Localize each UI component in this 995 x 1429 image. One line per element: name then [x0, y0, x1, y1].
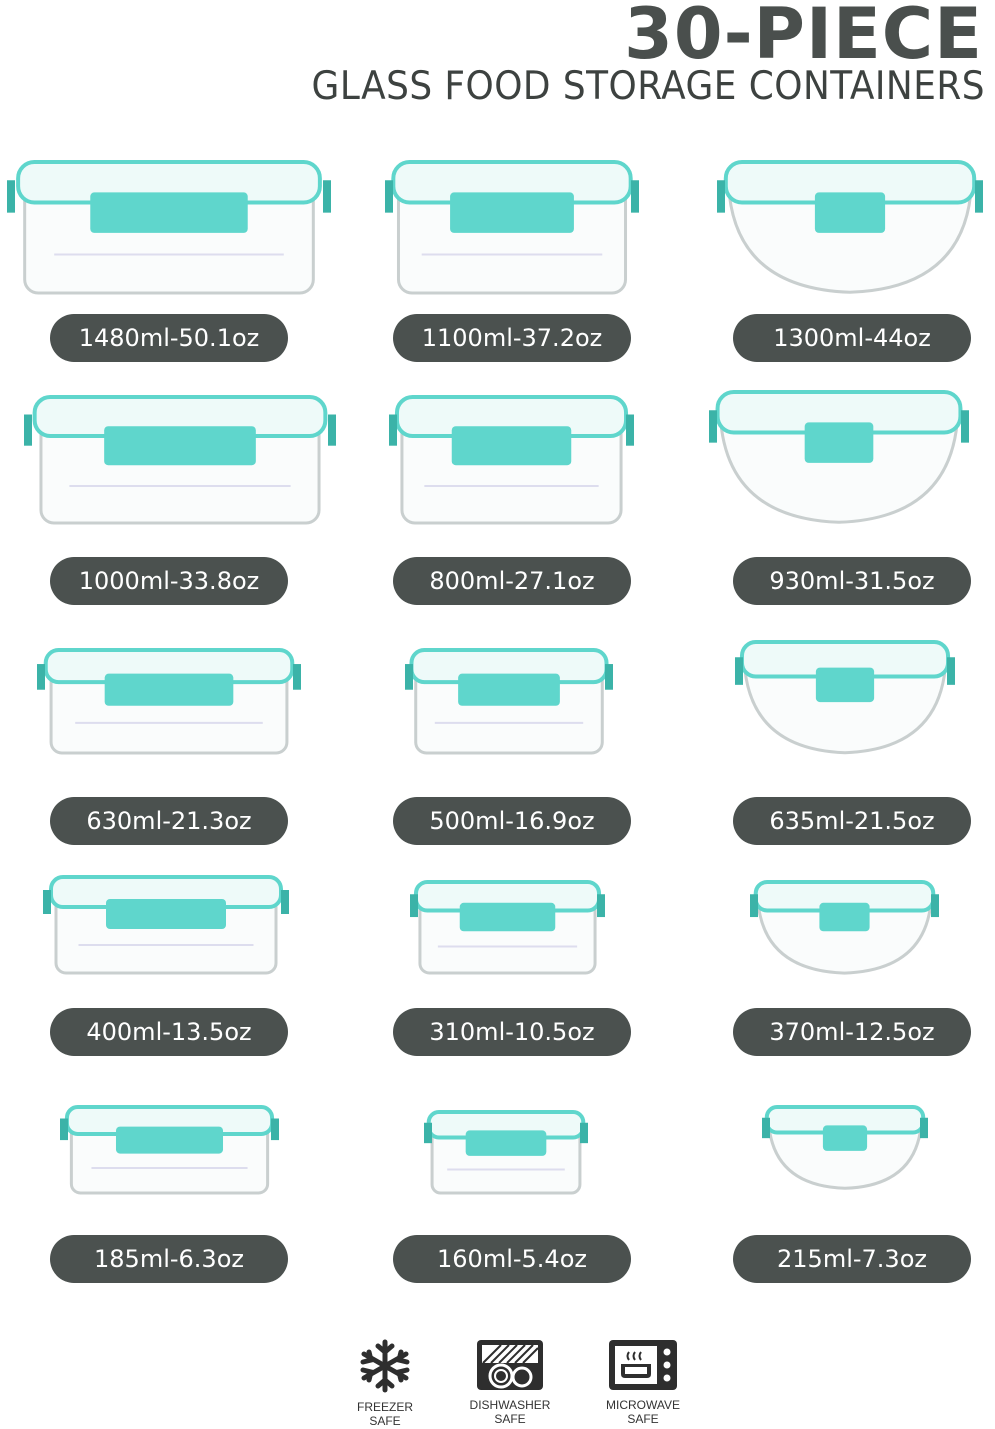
side-clip [762, 1117, 770, 1139]
side-clip [920, 1117, 928, 1139]
capacity-label: 310ml-10.5oz [393, 1008, 631, 1056]
container-rectangle [41, 875, 291, 975]
capacity-label: 1100ml-37.2oz [393, 314, 631, 362]
latch-tab [104, 673, 234, 706]
side-clip [7, 180, 15, 213]
side-clip [405, 664, 413, 690]
capacity-label: 1300ml-44oz [733, 314, 971, 362]
side-clip [605, 664, 613, 690]
snowflake-icon [360, 1339, 410, 1393]
microwave-icon [609, 1340, 677, 1390]
capacity-label: 635ml-21.5oz [733, 797, 971, 845]
capacity-label: 400ml-13.5oz [50, 1008, 288, 1056]
capacity-label: 800ml-27.1oz [393, 557, 631, 605]
side-clip [709, 410, 717, 443]
latch-tab [458, 673, 560, 706]
latch-tab [814, 192, 886, 233]
capacity-label: 370ml-12.5oz [733, 1008, 971, 1056]
dishwasher-icon [477, 1340, 543, 1390]
side-clip [281, 890, 289, 914]
side-clip [947, 657, 955, 685]
latch-tab [90, 192, 248, 233]
capacity-label: 1000ml-33.8oz [50, 557, 288, 605]
container-image [37, 648, 301, 755]
side-clip [410, 894, 418, 918]
side-clip [385, 180, 393, 213]
latch-tab [104, 426, 256, 466]
capacity-label: 215ml-7.3oz [733, 1235, 971, 1283]
side-clip [717, 180, 725, 213]
latch-tab [450, 192, 574, 233]
microwave-safe-badge: MICROWAVE SAFE [588, 1338, 698, 1426]
latch-tab [451, 426, 572, 466]
side-clip [293, 664, 301, 690]
container-rectangle [58, 1105, 281, 1195]
side-clip [626, 414, 634, 446]
capacity-label: 500ml-16.9oz [393, 797, 631, 845]
side-clip [389, 414, 397, 446]
side-clip [597, 894, 605, 918]
side-clip [43, 890, 51, 914]
side-clip [424, 1122, 432, 1144]
side-clip [37, 664, 45, 690]
container-image [717, 160, 983, 294]
capacity-label: 160ml-5.4oz [393, 1235, 631, 1283]
container-square [422, 1110, 590, 1195]
side-clip [750, 894, 758, 918]
page-subtitle: GLASS FOOD STORAGE CONTAINERS [311, 64, 985, 109]
container-round [760, 1105, 930, 1190]
container-rectangle [5, 160, 333, 295]
latch-tab [804, 422, 874, 463]
container-image [709, 390, 969, 524]
side-clip [631, 180, 639, 213]
container-image [24, 395, 336, 525]
latch-tab [815, 667, 875, 703]
container-square [403, 648, 615, 755]
container-round [748, 880, 941, 975]
container-rectangle [35, 648, 303, 755]
container-image [389, 395, 634, 525]
container-image [424, 1110, 588, 1195]
latch-tab [465, 1130, 547, 1156]
side-clip [323, 180, 331, 213]
container-image [43, 875, 289, 975]
latch-tab [459, 902, 556, 932]
container-image [750, 880, 939, 975]
side-clip [271, 1118, 279, 1141]
capacity-label: 930ml-31.5oz [733, 557, 971, 605]
side-clip [931, 894, 939, 918]
latch-tab [822, 1125, 868, 1151]
capacity-label: 630ml-21.3oz [50, 797, 288, 845]
side-clip [975, 180, 983, 213]
container-image [7, 160, 331, 295]
latch-tab [106, 899, 226, 929]
container-round [733, 640, 957, 755]
side-clip [735, 657, 743, 685]
container-image [735, 640, 955, 755]
freezer-safe-badge: FREEZER SAFE [330, 1338, 440, 1428]
capacity-label: 185ml-6.3oz [50, 1235, 288, 1283]
container-image [405, 648, 613, 755]
container-rectangle [22, 395, 338, 525]
container-image [60, 1105, 279, 1195]
container-image [385, 160, 639, 295]
capacity-label: 1480ml-50.1oz [50, 314, 288, 362]
container-round [715, 160, 985, 295]
latch-tab [115, 1126, 224, 1154]
side-clip [24, 414, 32, 446]
container-image [410, 880, 605, 975]
page-title: 30-PIECE [624, 0, 983, 75]
side-clip [580, 1122, 588, 1144]
container-square [408, 880, 607, 975]
side-clip [60, 1118, 68, 1141]
container-square [383, 160, 641, 295]
latch-tab [819, 902, 870, 932]
container-square [387, 395, 636, 525]
dishwasher-safe-badge: DISHWASHER SAFE [455, 1338, 565, 1426]
container-round [707, 390, 971, 525]
side-clip [328, 414, 336, 446]
side-clip [961, 410, 969, 443]
container-image [762, 1105, 928, 1190]
